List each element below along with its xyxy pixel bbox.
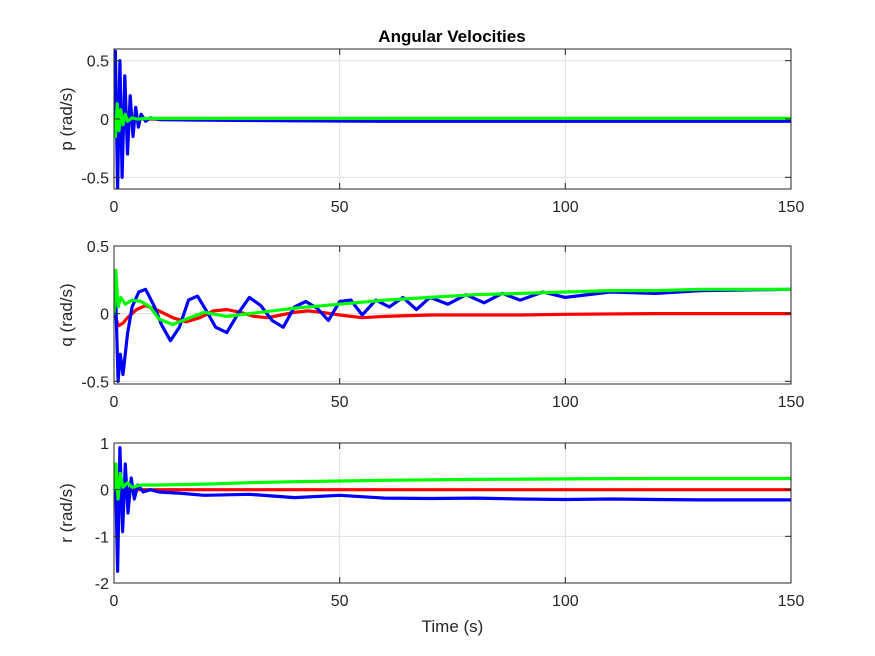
x-tick-label: 0 bbox=[110, 199, 119, 216]
y-axis-label: r (rad/s) bbox=[57, 483, 76, 543]
series-group bbox=[114, 268, 791, 383]
series-group bbox=[114, 49, 791, 189]
x-tick-label: 50 bbox=[331, 199, 349, 216]
y-tick-label: 0.5 bbox=[87, 54, 109, 71]
x-tick-label: 150 bbox=[778, 593, 805, 610]
subplot-q: 0 50 100 150-0.500.5q (rad/s) bbox=[57, 239, 804, 411]
y-axis-label: p (rad/s) bbox=[57, 87, 76, 150]
plot-area bbox=[113, 442, 792, 584]
x-tick-label: 50 bbox=[331, 593, 349, 610]
x-tick-label: 150 bbox=[778, 394, 805, 411]
y-tick-label: -0.5 bbox=[81, 170, 109, 187]
axes-frame bbox=[113, 245, 792, 385]
x-tick-label: 100 bbox=[552, 394, 579, 411]
y-tick-label: 0 bbox=[100, 483, 109, 500]
axes-frame bbox=[113, 442, 792, 584]
x-tick-label: 0 bbox=[110, 593, 119, 610]
series-line-green bbox=[114, 462, 791, 501]
y-tick-label: 1 bbox=[100, 436, 109, 453]
series-line-red bbox=[114, 303, 791, 328]
x-tick-label: 50 bbox=[331, 394, 349, 411]
x-tick-label: 150 bbox=[778, 199, 805, 216]
y-tick-label: -0.5 bbox=[81, 374, 109, 391]
x-tick-label: 0 bbox=[110, 394, 119, 411]
y-tick-label: 0.5 bbox=[87, 239, 109, 256]
subplot-p: 0 50 100 150-0.500.5p (rad/s) bbox=[57, 48, 805, 216]
series-line-blue bbox=[114, 446, 791, 573]
x-axis-label: Time (s) bbox=[422, 617, 484, 636]
series-line-green bbox=[114, 102, 791, 139]
series-line-green bbox=[114, 268, 791, 327]
series-group bbox=[114, 446, 791, 573]
chart-title: Angular Velocities bbox=[378, 27, 525, 46]
y-tick-label: 0 bbox=[100, 112, 109, 129]
y-tick-label: 0 bbox=[100, 307, 109, 324]
y-axis-label: q (rad/s) bbox=[57, 283, 76, 346]
x-tick-label: 100 bbox=[552, 199, 579, 216]
subplot-r: 0 50 100 150 -2 -1 0 1 r (rad/s) Time (s) bbox=[57, 436, 804, 636]
y-tick-label: -1 bbox=[95, 529, 109, 546]
y-tick-label: -2 bbox=[95, 576, 109, 593]
x-tick-label: 100 bbox=[552, 593, 579, 610]
series-line-blue bbox=[114, 287, 791, 383]
